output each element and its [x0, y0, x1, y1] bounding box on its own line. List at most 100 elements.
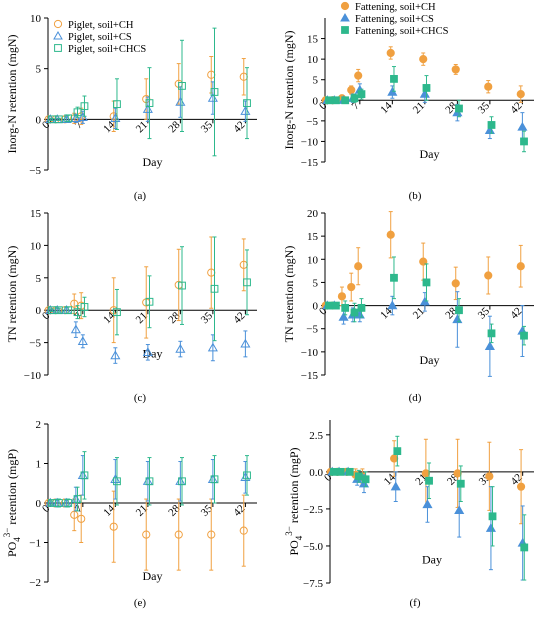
data-point [174, 530, 183, 539]
data-point [55, 306, 63, 315]
y-tick-label: 5 [36, 273, 42, 285]
data-point [357, 90, 366, 99]
panel-label: (a) [134, 190, 147, 202]
data-point [113, 308, 121, 317]
panel-label: (d) [409, 392, 422, 404]
data-point [386, 48, 395, 58]
data-point [73, 495, 82, 503]
data-point [210, 88, 219, 96]
y-tick-label: −2 [29, 577, 41, 589]
y-tick-label: 10 [30, 13, 42, 25]
data-point [332, 301, 340, 310]
data-point [516, 90, 525, 99]
data-point [354, 71, 363, 80]
series-chcs [325, 256, 528, 346]
legend-marker [340, 1, 350, 11]
data-point [207, 530, 216, 539]
data-point [109, 522, 118, 531]
data-point [243, 278, 251, 287]
data-point [455, 306, 463, 315]
y-tick-label: 10 [30, 240, 42, 252]
series-chcs [48, 236, 251, 342]
series-chcs [325, 66, 528, 153]
y-axis-label: TN retention (mgN) [5, 246, 19, 343]
data-point [516, 262, 525, 271]
data-point [336, 467, 345, 476]
data-point [142, 530, 151, 539]
data-point [453, 469, 462, 478]
data-point [243, 99, 251, 108]
legend-label: Piglet, soil+CS [68, 32, 132, 43]
y-tick-label: 10 [307, 54, 319, 66]
data-point [77, 336, 88, 345]
data-point [73, 108, 82, 117]
legend-marker [341, 26, 349, 34]
legend-marker [53, 19, 63, 29]
data-point [347, 282, 356, 292]
data-point [387, 300, 398, 310]
panel-label: (e) [134, 597, 147, 609]
data-point [517, 121, 528, 131]
panel-label: (b) [409, 190, 422, 202]
y-axis-label: TN retention (mgN) [282, 246, 296, 343]
y-tick-label: −10 [24, 370, 42, 382]
data-point [520, 331, 528, 340]
y-axis-label: PO43− retention (mgP) [2, 449, 22, 557]
data-point [64, 114, 73, 123]
data-point [350, 94, 359, 103]
y-tick-label: 15 [30, 208, 42, 220]
data-point [55, 499, 63, 507]
y-tick-label: 0 [36, 305, 42, 317]
data-point [357, 303, 366, 312]
data-point [350, 308, 359, 317]
data-point [361, 475, 370, 484]
data-point [451, 279, 460, 288]
y-tick-label: −5 [29, 338, 41, 350]
data-point [80, 471, 89, 480]
y-tick-label: −15 [301, 157, 319, 169]
data-point [454, 505, 465, 515]
data-point [422, 499, 433, 509]
x-axis-label: Day [143, 347, 163, 361]
data-point [487, 329, 496, 338]
y-tick-label: 2 [36, 419, 42, 431]
y-tick-label: 10 [307, 254, 319, 266]
data-point [145, 477, 154, 486]
x-axis-label: Day [422, 553, 442, 567]
data-point [73, 308, 82, 317]
data-point [113, 477, 121, 486]
data-point [354, 262, 363, 271]
data-point [210, 284, 219, 293]
data-point [345, 467, 354, 476]
data-point [425, 476, 433, 485]
y-tick-label: −1 [29, 538, 41, 550]
data-point [178, 281, 186, 290]
data-point [341, 96, 350, 105]
data-point [421, 469, 430, 478]
data-point [390, 454, 399, 463]
data-point [207, 342, 218, 352]
y-axis-label: Inorg-N retention (mgN) [282, 30, 296, 149]
data-point [455, 104, 463, 113]
legend-label: Piglet, soil+CHCS [68, 44, 146, 55]
data-point [332, 96, 340, 105]
y-tick-label: −5 [306, 324, 318, 336]
y-tick-label: −15 [301, 370, 319, 382]
data-point [329, 467, 338, 476]
data-point [390, 74, 398, 83]
data-point [484, 341, 495, 350]
y-tick-label: −10 [301, 136, 319, 148]
legend-label: Fattening, soil+CH [355, 2, 436, 13]
series-chcs [329, 435, 529, 581]
data-point [484, 271, 493, 280]
data-point [516, 482, 526, 491]
data-point [390, 273, 398, 282]
data-point [239, 526, 248, 535]
legend-marker [54, 44, 62, 52]
data-point [178, 81, 186, 90]
x-tick-label: 0 [40, 502, 53, 515]
